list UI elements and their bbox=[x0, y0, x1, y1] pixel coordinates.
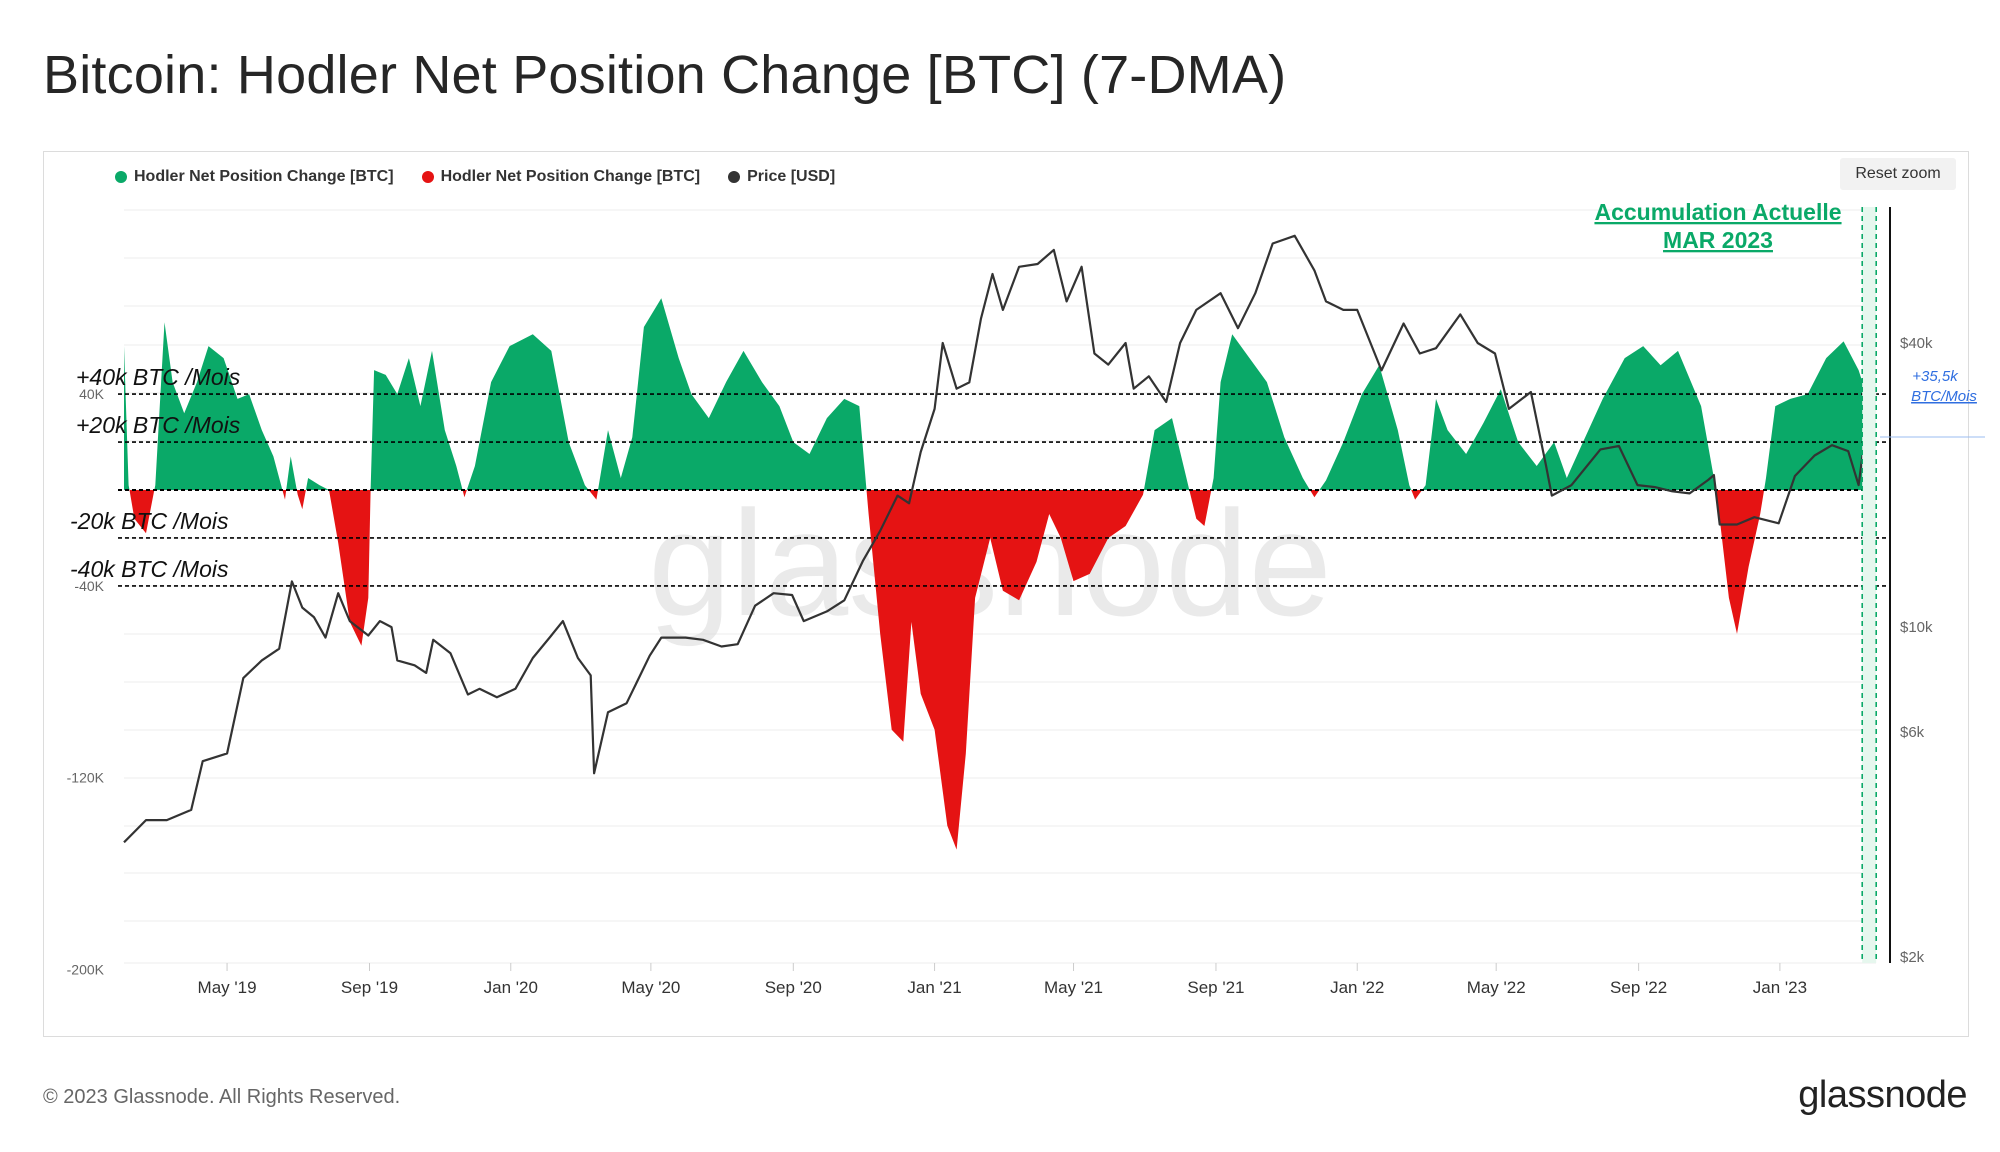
legend-dot-icon bbox=[115, 171, 127, 183]
x-axis-tick-label: Sep '21 bbox=[1187, 978, 1244, 997]
x-axis-tick-label: Sep '20 bbox=[765, 978, 822, 997]
chart-legend: Hodler Net Position Change [BTC] Hodler … bbox=[115, 168, 835, 186]
footer-brand-logo: glassnode bbox=[1798, 1074, 1967, 1116]
level-label: +40k BTC /Mois bbox=[76, 364, 241, 390]
x-axis-tick-label: Jan '21 bbox=[907, 978, 961, 997]
legend-label: Hodler Net Position Change [BTC] bbox=[134, 168, 394, 185]
x-axis-tick-label: Jan '20 bbox=[484, 978, 538, 997]
level-label: +20k BTC /Mois bbox=[76, 412, 241, 438]
x-axis-tick-label: Sep '22 bbox=[1610, 978, 1667, 997]
right-axis-tick-label: $6k bbox=[1900, 724, 1925, 741]
x-axis-tick-label: May '22 bbox=[1467, 978, 1526, 997]
chart-frame bbox=[43, 151, 1969, 1037]
right-axis-tick-label: $10k bbox=[1900, 619, 1933, 636]
current-accumulation-title: Accumulation Actuelle bbox=[1594, 199, 1841, 225]
x-axis-tick-label: May '21 bbox=[1044, 978, 1103, 997]
legend-dot-icon bbox=[728, 171, 741, 183]
x-axis-tick-label: May '20 bbox=[621, 978, 680, 997]
page-title: Bitcoin: Hodler Net Position Change [BTC… bbox=[43, 45, 1287, 105]
current-accumulation-date: MAR 2023 bbox=[1663, 227, 1773, 253]
legend-dot-icon bbox=[421, 171, 434, 183]
current-value-label: +35,5k bbox=[1912, 368, 1959, 385]
left-axis-tick-label: -120K bbox=[67, 770, 105, 786]
footer-copyright: © 2023 Glassnode. All Rights Reserved. bbox=[43, 1086, 401, 1108]
legend-item-price[interactable]: Price [USD] bbox=[728, 168, 835, 186]
legend-item-hodler-green[interactable]: Hodler Net Position Change [BTC] bbox=[115, 168, 394, 186]
left-axis-tick-label: -200K bbox=[67, 962, 105, 978]
reset-zoom-button[interactable]: Reset zoom bbox=[1840, 158, 1956, 190]
x-axis-tick-label: Sep '19 bbox=[341, 978, 398, 997]
left-axis-tick-label: 40K bbox=[79, 386, 105, 402]
right-axis-tick-label: $40k bbox=[1900, 335, 1933, 352]
x-axis-tick-label: May '19 bbox=[198, 978, 257, 997]
legend-item-hodler-red[interactable]: Hodler Net Position Change [BTC] bbox=[421, 168, 701, 186]
right-axis-tick-label: $2k bbox=[1900, 949, 1925, 966]
legend-label: Hodler Net Position Change [BTC] bbox=[440, 168, 701, 185]
legend-label: Price [USD] bbox=[747, 168, 836, 185]
x-axis-tick-label: Jan '22 bbox=[1330, 978, 1384, 997]
x-axis-tick-label: Jan '23 bbox=[1753, 978, 1807, 997]
current-value-unit: BTC/Mois bbox=[1911, 388, 1977, 405]
hodler-negative-area bbox=[124, 490, 1876, 850]
level-label: -20k BTC /Mois bbox=[70, 508, 229, 534]
left-axis-tick-label: -40K bbox=[74, 578, 104, 594]
level-label: -40k BTC /Mois bbox=[70, 556, 229, 582]
current-band bbox=[1862, 207, 1877, 963]
price-line bbox=[123, 234, 1877, 844]
